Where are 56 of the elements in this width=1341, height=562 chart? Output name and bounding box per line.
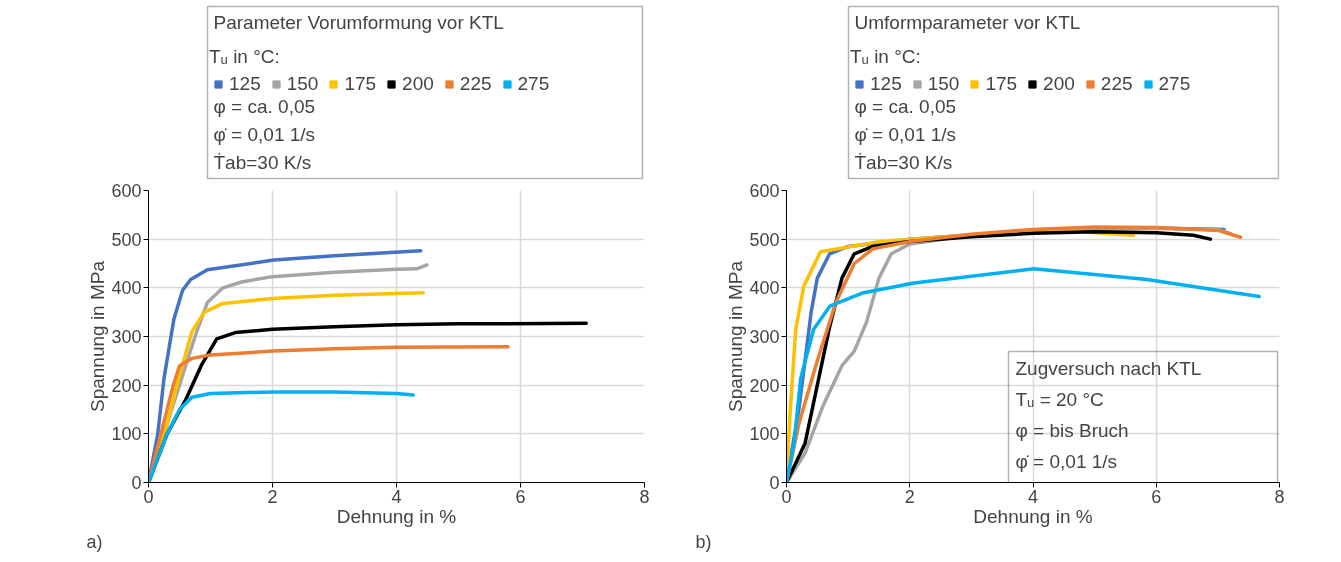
legend-title: Tᵤ in °C: [850, 46, 922, 68]
legend-label: 150 [927, 73, 960, 95]
y-tick-label: 0 [769, 473, 780, 493]
legend-label: 200 [402, 73, 434, 95]
legend-label: 175 [344, 73, 377, 95]
x-tick-label: 4 [1027, 486, 1039, 507]
y-tick-label: 0 [131, 473, 142, 493]
legend-label: 150 [286, 73, 319, 95]
annotation: Tᵤ = 20 °C [1015, 388, 1104, 410]
legend-label: 225 [459, 73, 492, 95]
x-axis-title: Dehnung in % [973, 505, 1093, 527]
text: Parameter Vorumformung vor KTL [213, 11, 504, 33]
text: φ = ca. 0,05 [213, 95, 316, 117]
annotation: φ = bis Bruch [1015, 419, 1129, 441]
annotation: φ̇ = 0,01 1/s [1015, 450, 1118, 472]
annotation: Zugversuch nach KTL [1015, 357, 1202, 379]
text: b) [695, 531, 712, 552]
text: φ̇ = 0,01 1/s [854, 123, 957, 145]
x-tick-label: 2 [904, 486, 915, 507]
y-axis-title: Spannung in MPa [725, 260, 747, 413]
line-series [786, 267, 1261, 483]
x-tick-label: 8 [639, 486, 650, 507]
x-tick-label: 6 [515, 486, 526, 507]
y-tick-label: 100 [111, 424, 142, 445]
text: Umformparameter vor KTL [854, 11, 1081, 33]
text: a) [86, 531, 103, 552]
text: φ̇ = 0,01 1/s [213, 123, 316, 145]
y-tick-label: 100 [749, 424, 780, 445]
y-tick-label: 500 [111, 229, 142, 250]
y-tick-label: 300 [111, 327, 142, 347]
y-tick-label: 400 [111, 278, 142, 299]
y-axis-title: Spannung in MPa [87, 260, 109, 413]
y-tick-label: 300 [749, 327, 780, 347]
text: φ = ca. 0,05 [854, 95, 957, 117]
x-tick-label: 6 [1151, 486, 1162, 507]
legend-label: 125 [229, 73, 261, 95]
y-tick-label: 200 [749, 375, 780, 396]
legend-label: 225 [1100, 73, 1133, 95]
legend-label: 275 [1158, 73, 1191, 95]
text: Ṫab=30 K/s [213, 151, 312, 173]
legend-label: 125 [870, 73, 902, 95]
x-tick-label: 2 [267, 486, 278, 507]
y-tick-label: 600 [749, 181, 780, 201]
legend-label: 200 [1043, 73, 1075, 95]
y-tick-label: 200 [111, 375, 142, 396]
y-tick-label: 400 [749, 278, 780, 299]
x-tick-label: 8 [1274, 486, 1285, 507]
legend-label: 275 [517, 73, 550, 95]
line-series [148, 390, 415, 483]
x-axis-title: Dehnung in % [336, 505, 457, 527]
legend-title: Tᵤ in °C: [209, 46, 281, 68]
y-tick-label: 500 [749, 229, 780, 250]
legend-label: 175 [985, 73, 1018, 95]
text: Ṫab=30 K/s [854, 151, 953, 173]
y-tick-label: 600 [111, 181, 142, 201]
x-tick-label: 4 [391, 486, 402, 507]
